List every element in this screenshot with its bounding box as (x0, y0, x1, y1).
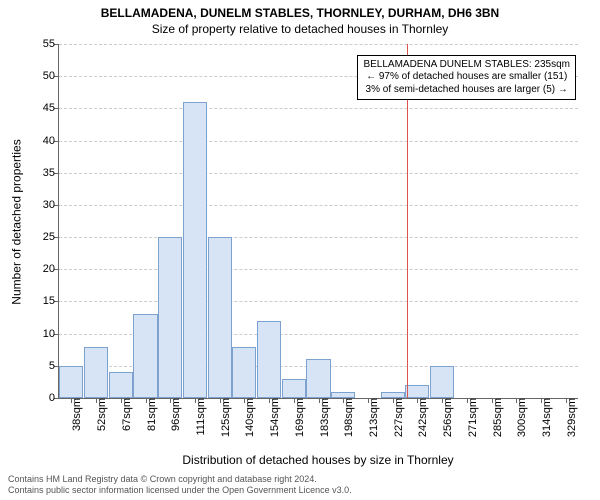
xtick-label: 242sqm (417, 398, 429, 437)
xtick-label: 154sqm (269, 398, 281, 437)
gridline (59, 301, 578, 302)
xtick-label: 67sqm (121, 398, 133, 431)
ytick-label: 40 (43, 135, 59, 147)
ytick-label: 35 (43, 167, 59, 179)
histogram-bar (282, 379, 306, 398)
histogram-bar (232, 347, 256, 398)
histogram-bar (133, 314, 157, 398)
gridline (59, 173, 578, 174)
xtick-label: 314sqm (541, 398, 553, 437)
histogram-bar (405, 385, 429, 398)
x-axis-label: Distribution of detached houses by size … (58, 453, 578, 467)
ytick-label: 0 (49, 392, 59, 404)
gridline (59, 205, 578, 206)
footer-attribution: Contains HM Land Registry data © Crown c… (8, 474, 352, 496)
ytick-label: 50 (43, 70, 59, 82)
gridline (59, 141, 578, 142)
xtick-label: 111sqm (195, 398, 207, 436)
chart-title-sub: Size of property relative to detached ho… (0, 22, 600, 36)
annotation-line-3: 3% of semi-detached houses are larger (5… (363, 84, 570, 97)
gridline (59, 269, 578, 270)
xtick-label: 329sqm (566, 398, 578, 437)
xtick-label: 256sqm (442, 398, 454, 437)
ytick-label: 15 (43, 295, 59, 307)
histogram-bar (59, 366, 83, 398)
xtick-label: 300sqm (516, 398, 528, 437)
y-axis-label-container: Number of detached properties (10, 44, 24, 399)
xtick-label: 140sqm (244, 398, 256, 437)
y-axis-label: Number of detached properties (10, 139, 24, 304)
xtick-label: 81sqm (146, 398, 158, 431)
footer-line-2: Contains public sector information licen… (8, 485, 352, 496)
gridline (59, 237, 578, 238)
ytick-label: 10 (43, 328, 59, 340)
xtick-label: 227sqm (393, 398, 405, 437)
histogram-bar (430, 366, 454, 398)
ytick-label: 25 (43, 231, 59, 243)
ytick-label: 45 (43, 102, 59, 114)
histogram-bar (84, 347, 108, 398)
histogram-bar (158, 237, 182, 398)
histogram-bar (257, 321, 281, 398)
xtick-label: 125sqm (220, 398, 232, 437)
histogram-bar (183, 102, 207, 398)
xtick-label: 169sqm (294, 398, 306, 437)
xtick-label: 198sqm (343, 398, 355, 437)
xtick-label: 285sqm (492, 398, 504, 437)
gridline (59, 44, 578, 45)
ytick-label: 5 (49, 360, 59, 372)
xtick-label: 271sqm (467, 398, 479, 437)
histogram-bar (208, 237, 232, 398)
footer-line-1: Contains HM Land Registry data © Crown c… (8, 474, 352, 485)
xtick-label: 213sqm (368, 398, 380, 437)
xtick-label: 96sqm (170, 398, 182, 431)
xtick-label: 183sqm (319, 398, 331, 437)
plot-area: 051015202530354045505538sqm52sqm67sqm81s… (58, 44, 578, 399)
annotation-line-2: ← 97% of detached houses are smaller (15… (363, 71, 570, 84)
xtick-label: 38sqm (71, 398, 83, 431)
xtick-label: 52sqm (96, 398, 108, 431)
ytick-label: 20 (43, 263, 59, 275)
annotation-box: BELLAMADENA DUNELM STABLES: 235sqm← 97% … (357, 55, 576, 101)
gridline (59, 108, 578, 109)
ytick-label: 30 (43, 199, 59, 211)
ytick-label: 55 (43, 38, 59, 50)
histogram-bar (306, 359, 330, 398)
chart-title-main: BELLAMADENA, DUNELM STABLES, THORNLEY, D… (0, 6, 600, 20)
histogram-bar (109, 372, 133, 398)
annotation-line-1: BELLAMADENA DUNELM STABLES: 235sqm (363, 59, 570, 72)
